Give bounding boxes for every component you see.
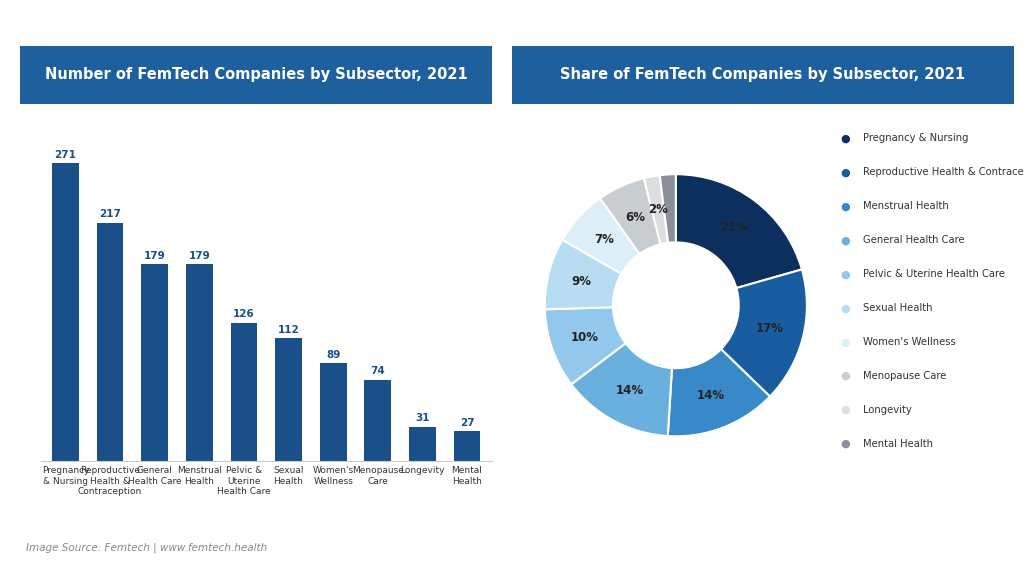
Text: Mental Health: Mental Health — [863, 439, 933, 449]
Wedge shape — [676, 174, 802, 288]
Text: General Health Care: General Health Care — [863, 235, 965, 245]
Text: 17%: 17% — [756, 323, 784, 335]
Text: Menstrual Health: Menstrual Health — [863, 201, 949, 211]
Text: Share of FemTech Companies by Subsector, 2021: Share of FemTech Companies by Subsector,… — [560, 67, 966, 82]
Bar — [52, 164, 79, 461]
Text: ●: ● — [840, 371, 850, 381]
Wedge shape — [545, 307, 626, 384]
Text: Women's Wellness: Women's Wellness — [863, 337, 956, 347]
Text: 14%: 14% — [615, 384, 644, 397]
Text: 9%: 9% — [571, 275, 592, 288]
Wedge shape — [600, 178, 660, 254]
Text: Number of FemTech Companies by Subsector, 2021: Number of FemTech Companies by Subsector… — [45, 67, 467, 82]
Wedge shape — [571, 343, 672, 436]
Text: Menopause Care: Menopause Care — [863, 371, 946, 381]
Text: 179: 179 — [188, 251, 210, 261]
Text: 21%: 21% — [720, 221, 749, 234]
Text: Image Source: Femtech | www.femtech.health: Image Source: Femtech | www.femtech.heal… — [26, 543, 267, 553]
Text: ●: ● — [840, 235, 850, 245]
Text: 112: 112 — [278, 325, 299, 335]
Bar — [365, 380, 391, 461]
Bar — [275, 338, 302, 461]
Text: ●: ● — [840, 405, 850, 415]
Text: Pelvic & Uterine Health Care: Pelvic & Uterine Health Care — [863, 269, 1006, 279]
Wedge shape — [545, 240, 622, 309]
Text: 89: 89 — [326, 350, 340, 360]
Text: 6%: 6% — [626, 211, 645, 223]
Wedge shape — [668, 349, 770, 437]
Text: 14%: 14% — [696, 389, 725, 402]
Text: Reproductive Health & Contraception: Reproductive Health & Contraception — [863, 167, 1024, 177]
Text: 7%: 7% — [594, 233, 614, 247]
Text: 271: 271 — [54, 150, 77, 160]
Text: 126: 126 — [233, 309, 255, 319]
Bar — [409, 427, 436, 461]
Text: ●: ● — [840, 167, 850, 177]
Text: ●: ● — [840, 269, 850, 279]
Text: ●: ● — [840, 439, 850, 449]
Text: 27: 27 — [460, 418, 474, 428]
Wedge shape — [562, 198, 640, 274]
Text: 2%: 2% — [648, 203, 668, 217]
Text: Sexual Health: Sexual Health — [863, 303, 933, 313]
Wedge shape — [659, 174, 676, 243]
Bar — [186, 264, 213, 461]
Text: Pregnancy & Nursing: Pregnancy & Nursing — [863, 133, 969, 143]
Text: 179: 179 — [143, 251, 166, 261]
Bar — [454, 431, 480, 461]
Bar — [319, 363, 346, 461]
Bar — [230, 323, 257, 461]
Text: Longevity: Longevity — [863, 405, 912, 415]
Text: ●: ● — [840, 337, 850, 347]
Text: ●: ● — [840, 201, 850, 211]
Text: 31: 31 — [415, 414, 430, 423]
Bar — [141, 264, 168, 461]
Bar — [96, 223, 124, 461]
Wedge shape — [721, 270, 807, 396]
Text: ●: ● — [840, 303, 850, 313]
Text: ●: ● — [840, 133, 850, 143]
Wedge shape — [644, 175, 668, 244]
Text: 74: 74 — [371, 366, 385, 376]
Text: 217: 217 — [99, 210, 121, 219]
Text: 10%: 10% — [570, 331, 598, 344]
